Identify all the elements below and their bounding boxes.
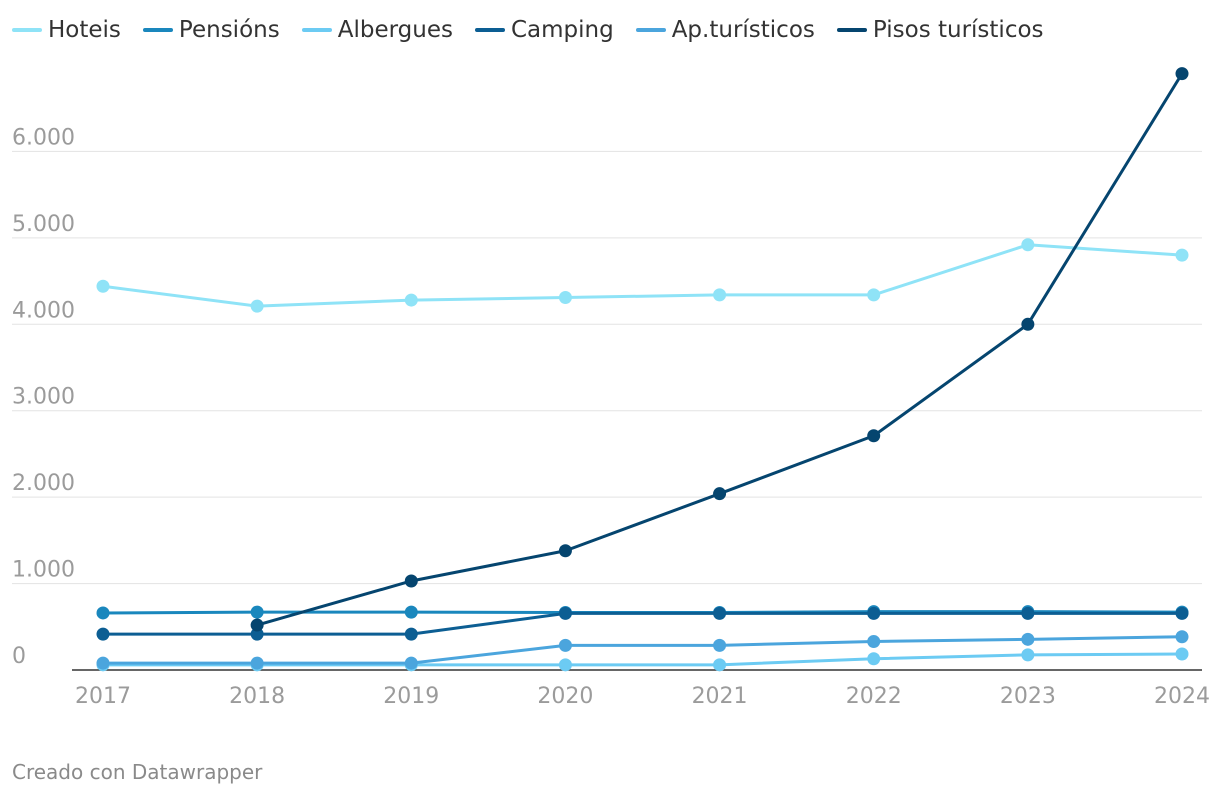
x-tick-label: 2021 [692,684,748,709]
series-line [96,630,1189,670]
data-point [250,627,264,641]
line-chart: 0 1.000 2.000 3.000 4.000 5.000 6.000 2017 2018… [12,67,1210,709]
data-point [1021,317,1035,331]
legend-swatch [12,28,42,32]
data-point [713,638,727,652]
data-point [558,606,572,620]
y-tick-label: 5.000 [12,212,75,237]
x-tick-label: 2022 [846,684,902,709]
legend-swatch [635,28,666,32]
y-axis-ticks: 0 1.000 2.000 3.000 4.000 5.000 6.000 [12,125,75,669]
data-point [713,658,727,672]
legend-label: Ap.turísticos [671,17,815,43]
series-line [96,238,1189,313]
data-point [558,544,572,558]
series-path [101,243,1184,308]
legend-item: Camping [474,17,614,43]
data-point [867,288,881,302]
data-point [404,627,418,641]
y-tick-label: 0 [12,644,26,669]
data-point [713,606,727,620]
x-tick-label: 2018 [229,684,285,709]
series-path [101,611,1184,636]
legend-swatch [474,28,505,32]
data-point [713,487,727,501]
data-point [558,290,572,304]
series-line [96,606,1189,641]
data-point [1175,67,1189,81]
legend-label: Pisos turísticos [872,17,1044,43]
y-tick-label: 2.000 [12,471,75,496]
data-point [1021,238,1035,252]
legend-label: Camping [510,17,614,43]
y-tick-label: 6.000 [12,125,75,150]
data-point [1021,632,1035,646]
data-point [96,656,110,670]
data-point [558,658,572,672]
legend-swatch [836,28,867,32]
data-point [250,618,264,632]
data-point [250,605,264,619]
data-point [404,605,418,619]
x-tick-label: 2017 [75,684,131,709]
x-tick-label: 2024 [1154,684,1210,709]
legend-label: Hoteis [48,17,121,43]
data-point [558,638,572,652]
legend-swatch [142,28,173,32]
legend-item: Albergues [301,17,453,43]
legend-item: Hoteis [12,17,121,43]
legend-item: Ap.turísticos [635,17,815,43]
data-point [96,279,110,293]
y-tick-label: 4.000 [12,298,75,323]
data-point [713,288,727,302]
series-path [101,635,1184,665]
legend-swatch [301,28,332,32]
legend-label: Albergues [337,17,453,43]
data-point [404,656,418,670]
x-tick-label: 2019 [383,684,439,709]
y-tick-label: 1.000 [12,558,75,583]
data-point [1175,647,1189,661]
series-group [96,67,1189,672]
data-point [867,606,881,620]
data-point [1021,648,1035,662]
data-point [867,429,881,443]
data-point [404,293,418,307]
data-point [1175,248,1189,262]
data-point [867,634,881,648]
y-tick-label: 3.000 [12,385,75,410]
series-path [255,72,1184,627]
legend-label: Pensións [178,17,280,43]
data-point [867,652,881,666]
data-point [1175,630,1189,644]
data-point [1021,606,1035,620]
chart-legend: Hoteis Pensións Albergues Camping Ap.turísti… [12,12,1066,48]
series-path [101,652,1184,667]
gridlines [12,150,1202,585]
legend-item: Pensións [142,17,280,43]
x-axis: 2017 2018 2019 2020 2021 2022 2023 2024 [72,669,1210,709]
data-point [96,606,110,620]
credit-text: Creado con Datawrapper [12,760,263,784]
data-point [250,656,264,670]
data-point [96,627,110,641]
data-point [404,574,418,588]
series-line [250,67,1189,632]
data-point [250,299,264,313]
data-point [1175,606,1189,620]
legend-item: Pisos turísticos [836,17,1044,43]
x-tick-label: 2020 [537,684,593,709]
x-tick-label: 2023 [1000,684,1056,709]
